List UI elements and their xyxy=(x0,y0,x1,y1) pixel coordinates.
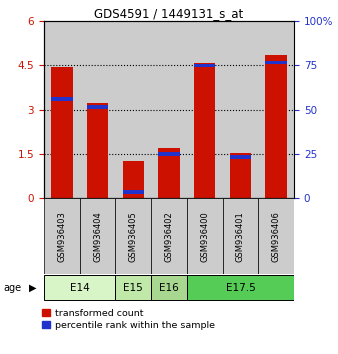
Text: GSM936403: GSM936403 xyxy=(57,211,66,262)
Bar xyxy=(51,97,73,101)
Text: age: age xyxy=(3,282,22,293)
FancyBboxPatch shape xyxy=(115,198,151,274)
Bar xyxy=(230,153,251,198)
Bar xyxy=(123,161,144,198)
Bar xyxy=(187,21,223,198)
Text: GSM936406: GSM936406 xyxy=(272,211,281,262)
Bar xyxy=(158,148,180,198)
Bar xyxy=(51,67,73,198)
Bar xyxy=(87,103,108,198)
Text: E17.5: E17.5 xyxy=(225,282,255,293)
FancyBboxPatch shape xyxy=(44,198,80,274)
FancyBboxPatch shape xyxy=(258,198,294,274)
Text: GSM936400: GSM936400 xyxy=(200,211,209,262)
Text: ▶: ▶ xyxy=(29,282,36,293)
Bar xyxy=(44,21,80,198)
Bar xyxy=(151,21,187,198)
FancyBboxPatch shape xyxy=(187,275,294,300)
Legend: transformed count, percentile rank within the sample: transformed count, percentile rank withi… xyxy=(42,309,215,330)
Bar xyxy=(265,55,287,198)
Text: E14: E14 xyxy=(70,282,90,293)
Bar xyxy=(265,61,287,64)
Bar xyxy=(158,152,180,156)
Text: GSM936404: GSM936404 xyxy=(93,211,102,262)
FancyBboxPatch shape xyxy=(223,198,258,274)
FancyBboxPatch shape xyxy=(115,275,151,300)
FancyBboxPatch shape xyxy=(80,198,115,274)
Text: E15: E15 xyxy=(123,282,143,293)
Bar xyxy=(115,21,151,198)
FancyBboxPatch shape xyxy=(151,198,187,274)
Text: E16: E16 xyxy=(159,282,179,293)
FancyBboxPatch shape xyxy=(151,275,187,300)
Bar xyxy=(123,190,144,194)
Text: GSM936405: GSM936405 xyxy=(129,211,138,262)
Title: GDS4591 / 1449131_s_at: GDS4591 / 1449131_s_at xyxy=(94,7,244,20)
Bar xyxy=(194,63,215,198)
Text: GSM936402: GSM936402 xyxy=(165,211,173,262)
Bar xyxy=(87,105,108,109)
FancyBboxPatch shape xyxy=(44,275,115,300)
Bar xyxy=(194,64,215,67)
Bar xyxy=(258,21,294,198)
Bar xyxy=(80,21,115,198)
Text: GSM936401: GSM936401 xyxy=(236,211,245,262)
Bar xyxy=(223,21,258,198)
FancyBboxPatch shape xyxy=(187,198,223,274)
Bar xyxy=(230,155,251,159)
